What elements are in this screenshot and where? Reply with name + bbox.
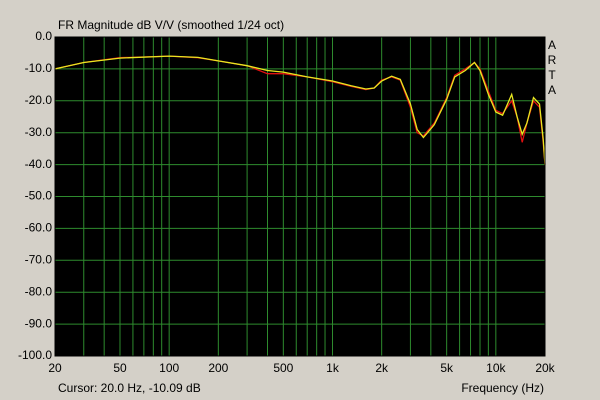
y-tick-label: 0.0 bbox=[35, 29, 52, 43]
x-tick-label: 1k bbox=[326, 361, 340, 375]
y-tick-label: -40.0 bbox=[25, 157, 53, 171]
series-line bbox=[54, 55, 546, 165]
chart-title: FR Magnitude dB V/V (smoothed 1/24 oct) bbox=[58, 18, 284, 32]
x-tick-label: 500 bbox=[273, 361, 293, 375]
y-tick-label: -70.0 bbox=[25, 252, 53, 266]
plot-border bbox=[54, 36, 546, 357]
y-tick-label: -90.0 bbox=[25, 316, 53, 330]
y-tick-label: -80.0 bbox=[25, 284, 53, 298]
x-axis-label: Frequency (Hz) bbox=[461, 381, 544, 395]
y-tick-label: -30.0 bbox=[25, 125, 53, 139]
x-tick-label: 50 bbox=[113, 361, 127, 375]
x-tick-label: 20 bbox=[48, 361, 62, 375]
y-tick-label: -100.0 bbox=[18, 348, 52, 362]
x-tick-label: 2k bbox=[375, 361, 389, 375]
x-tick-label: 20k bbox=[535, 361, 555, 375]
x-tick-label: 100 bbox=[159, 361, 179, 375]
cursor-readout: Cursor: 20.0 Hz, -10.09 dB bbox=[58, 381, 201, 395]
x-tick-label: 5k bbox=[440, 361, 454, 375]
y-tick-label: -20.0 bbox=[25, 93, 53, 107]
y-tick-label: -50.0 bbox=[25, 189, 53, 203]
y-tick-label: -60.0 bbox=[25, 221, 53, 235]
y-tick-label: -10.0 bbox=[25, 61, 53, 75]
x-tick-label: 10k bbox=[486, 361, 506, 375]
side-label: ARTA bbox=[547, 38, 557, 97]
x-tick-label: 200 bbox=[208, 361, 228, 375]
